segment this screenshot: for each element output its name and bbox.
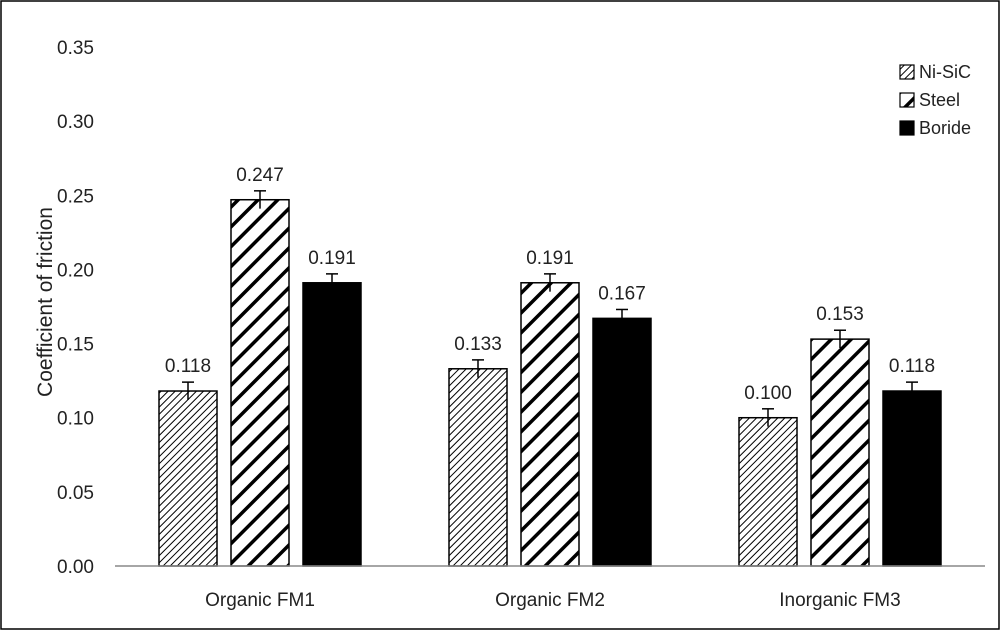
y-tick-label: 0.20 [57,260,94,281]
data-label: 0.118 [165,356,211,377]
legend: Ni-SiC Steel Boride [899,62,971,138]
y-tick-label: 0.05 [57,483,94,504]
data-label: 0.100 [744,383,792,404]
bar-boride [882,390,942,567]
bar-boride [592,317,652,567]
x-category-label: Organic FM1 [205,590,315,611]
bar-steel [520,282,580,567]
legend-swatch [899,64,915,80]
data-label: 0.118 [889,356,935,377]
data-labels-group: 0.118 0.247 0.191 0.133 0.191 0.167 0.100 0.153… [165,165,935,404]
y-tick-label: 0.30 [57,112,94,133]
y-tick-label: 0.10 [57,409,94,430]
bar-steel [810,338,870,567]
legend-swatch [899,92,915,108]
legend-entry-label: Boride [919,118,971,138]
legend-swatch [899,120,915,136]
bar-ni-sic [738,416,798,567]
bar-ni-sic [448,368,508,567]
error-bars-group [182,190,918,427]
data-label: 0.167 [598,283,646,304]
data-label: 0.153 [816,304,864,325]
bar-steel [230,198,290,567]
y-tick-label: 0.00 [57,557,94,578]
y-tick-label: 0.25 [57,186,94,207]
x-category-label: Inorganic FM3 [779,590,900,611]
y-tick-label: 0.35 [57,38,94,59]
data-label: 0.191 [308,248,356,269]
legend-entry-label: Steel [919,90,960,110]
data-label: 0.191 [526,248,574,269]
legend-entry-label: Ni-SiC [919,62,971,82]
x-axis-category-labels: Organic FM1 Organic FM2 Inorganic FM3 [205,590,901,611]
x-category-label: Organic FM2 [495,590,605,611]
y-tick-label: 0.15 [57,335,94,356]
data-label: 0.133 [454,334,502,355]
y-axis-title: Coefficient of friction [34,207,57,397]
data-label: 0.247 [236,165,284,186]
bar-ni-sic [158,390,218,567]
y-axis-tick-labels: 0.00 0.05 0.10 0.15 0.20 0.25 0.30 0.35 [57,38,94,578]
bar-boride [302,282,362,567]
